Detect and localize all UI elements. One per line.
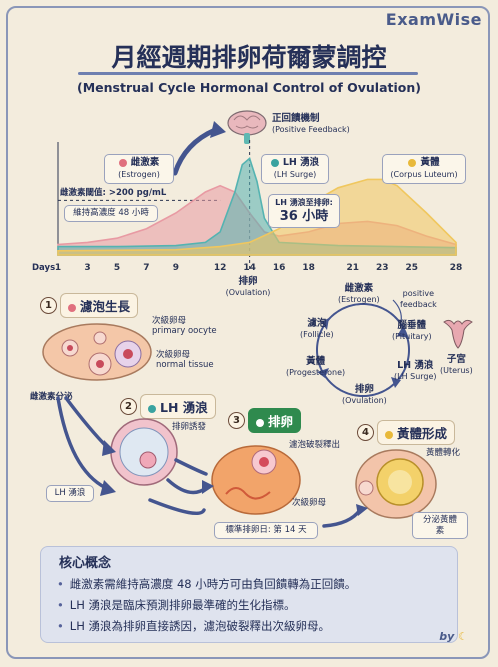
positive-feedback-label: 正回饋機制 (Positive Feedback) (272, 113, 350, 135)
core-concepts-list: 雌激素需維持高濃度 48 小時方可由負回饋轉為正回饋。 LH 湧浪是臨床預測排卵… (57, 574, 356, 637)
x-tick-label: 3 (84, 263, 90, 273)
lh-dot (270, 158, 279, 167)
cycle-estrogen: 雌激素 (Estrogen) (338, 283, 380, 305)
chart-series (57, 157, 457, 256)
x-tick-label: 25 (406, 263, 419, 273)
label-estrogen-secretion: 雌激素分泌 (30, 392, 73, 402)
x-tick-label: 5 (114, 263, 120, 273)
corpus-luteum-illustration (355, 449, 437, 519)
cycle-lh: LH 湧浪 (LH Surge) (394, 360, 437, 382)
label-ovulation-trigger: 排卵誘發 (172, 422, 207, 432)
cycle-progesterone: 黃體 (Progesterone) (286, 356, 346, 378)
page-subtitle: (Menstrual Cycle Hormonal Control of Ovu… (77, 80, 421, 95)
series-area-2 (57, 178, 457, 256)
label-secrete-progesterone: 分泌黃體素 (412, 512, 468, 540)
x-tick-label: 23 (376, 263, 389, 273)
label-primary-oocyte: 次級卵母 primary oocyte (152, 316, 217, 337)
concept-item: 雌激素需維持高濃度 48 小時方可由負回饋轉為正回饋。 (57, 574, 356, 595)
lh-to-ovulation-box: LH 湧浪至排卵: 36 小時 (268, 194, 340, 228)
label-lh-surge: LH 湧浪 (46, 485, 94, 502)
cycle-positive-feedback: positive feedback (400, 289, 437, 310)
legend-lh: LH 湧浪 (LH Surge) (261, 154, 329, 184)
page-title: 月經週期排卵荷爾蒙調控 (111, 43, 387, 72)
concept-item: LH 湧浪為排卵直接誘因，濾泡破裂釋出次級卵母。 (57, 616, 356, 637)
page-frame (6, 6, 490, 659)
label-normal-tissue: 次級卵母 normal tissue (156, 350, 214, 371)
hormone-cycle-diagram (316, 299, 410, 397)
title-underline (78, 72, 418, 75)
core-concepts-box: 核心概念 雌激素需維持高濃度 48 小時方可由負回饋轉為正回饋。 LH 湧浪是臨… (40, 546, 458, 643)
concept-item: LH 湧浪是臨床預測排卵最準確的生化指標。 (57, 595, 356, 616)
x-tick-label: 16 (273, 263, 286, 273)
feedback-arrow (172, 121, 226, 176)
step-1-title: 1 濾泡生長 (40, 293, 139, 318)
step-2-title: 2 LH 湧浪 (120, 394, 216, 419)
legend-luteum: 黃體 (Corpus Luteum) (382, 154, 466, 184)
x-tick-label: 18 (302, 263, 315, 273)
x-tick-label: 12 (214, 263, 227, 273)
chart-x-ticks: 1 3 5 7 9 12 14 16 18 21 23 25 28 (55, 263, 462, 273)
step-3-title: 3 排卵 (228, 408, 302, 433)
label-follicle-rupture: 濾泡破裂釋出 (289, 440, 341, 450)
lh-surge-follicle-illustration (110, 418, 178, 486)
hormone-level-chart: 1 3 5 7 9 12 14 16 18 21 23 25 28 (55, 140, 462, 273)
x-tick-label: 1 (55, 263, 61, 273)
cycle-follicle: 濾泡 (Follicle) (300, 318, 334, 340)
x-tick-label: 21 (347, 263, 360, 273)
threshold-annotation: 雌激素閾值: >200 pg/mL (60, 188, 167, 198)
x-tick-label: 9 (173, 263, 179, 273)
ovulation-axis-label: 排卵 (Ovulation) (225, 276, 271, 298)
x-axis-label: Days (32, 263, 56, 273)
follicle-growth-illustration (42, 323, 152, 381)
banana-icon: ☾ (458, 630, 468, 643)
brain-icon (227, 110, 267, 144)
cycle-pituitary: 腦垂體 (Pituitary) (392, 320, 432, 342)
x-tick-label: 14 (243, 263, 256, 273)
label-standard-ovulation-day: 標準排卵日: 第 14 天 (214, 522, 318, 539)
estrogen-dot (118, 158, 127, 167)
sustain-annotation: 維持高濃度 48 小時 (64, 205, 158, 222)
credit-by: by ☾ (439, 630, 468, 643)
label-luteal-transform: 黃體轉化 (426, 448, 461, 458)
x-tick-label: 7 (143, 263, 149, 273)
x-tick-label: 28 (450, 263, 463, 273)
legend-estrogen: 雌激素 (Estrogen) (104, 154, 174, 184)
ovulation-illustration (211, 445, 301, 515)
cycle-uterus: 子宮 (Uterus) (440, 354, 473, 376)
uterus-icon (443, 319, 473, 349)
brand-logo: ExamWise (385, 10, 482, 29)
label-secondary-oocyte: 次級卵母 (292, 498, 327, 508)
step-4-title: 4 黃體形成 (357, 420, 456, 445)
cycle-ovulation: 排卵 (Ovulation) (342, 384, 387, 406)
core-concepts-title: 核心概念 (59, 556, 112, 571)
luteum-dot (408, 158, 417, 167)
